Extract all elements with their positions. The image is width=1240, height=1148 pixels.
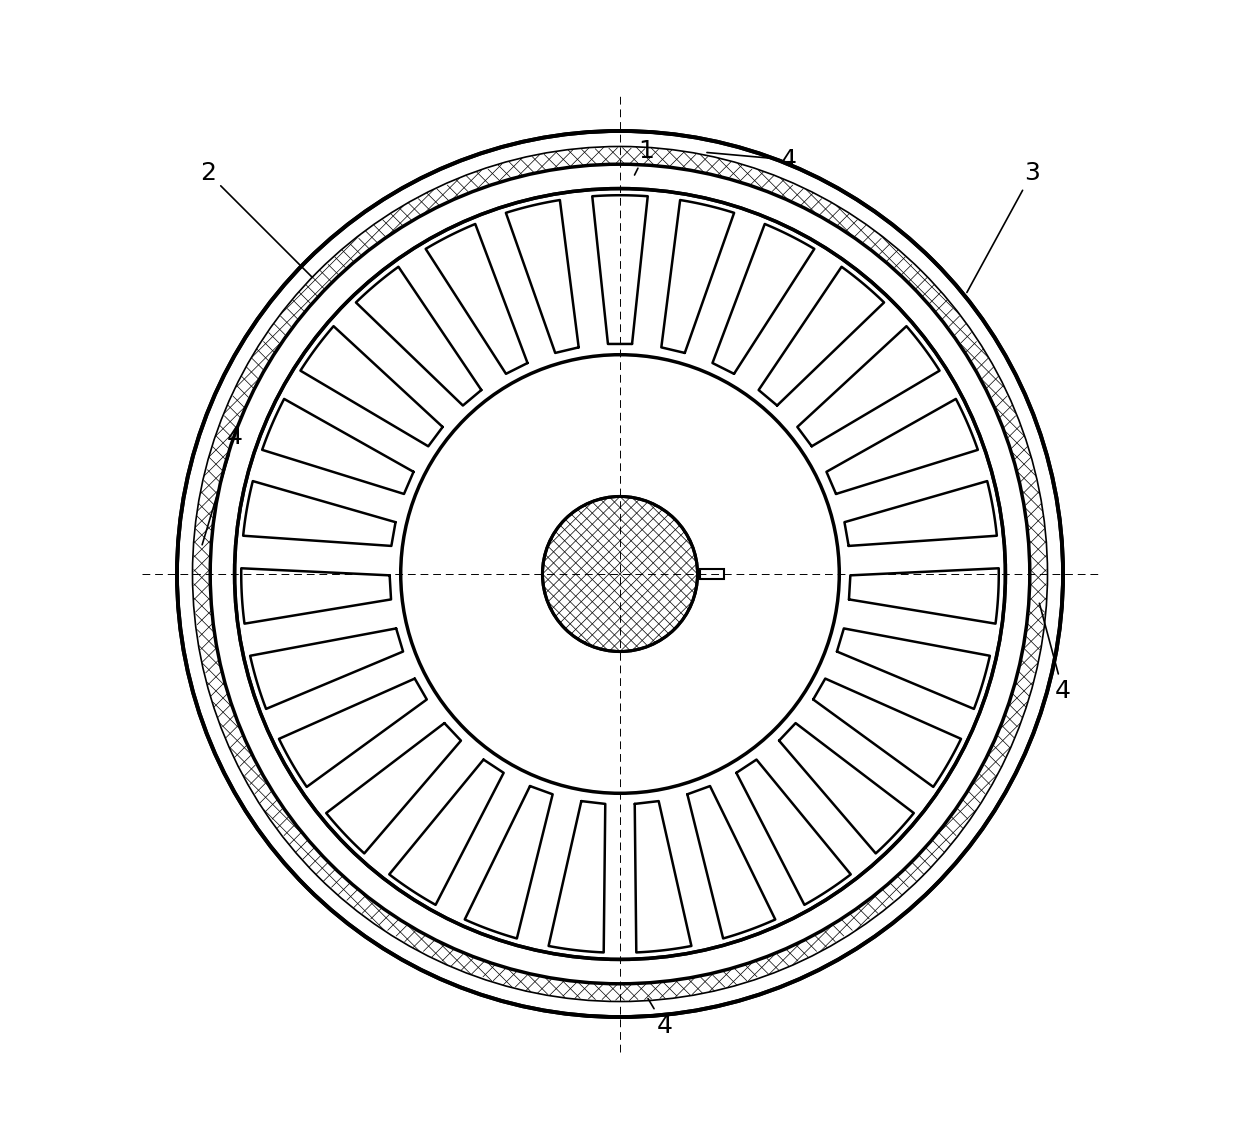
Polygon shape [635,801,692,953]
Polygon shape [465,786,553,938]
Polygon shape [687,786,775,938]
Polygon shape [243,481,396,546]
Polygon shape [713,224,815,374]
Bar [699,569,724,579]
Circle shape [234,188,1006,960]
Polygon shape [548,801,605,953]
Polygon shape [262,398,413,494]
Text: 4: 4 [202,425,243,545]
Circle shape [401,355,839,793]
Polygon shape [279,678,427,786]
Text: 4: 4 [707,148,796,172]
Polygon shape [661,200,734,352]
Text: 3: 3 [967,161,1040,293]
Polygon shape [844,481,997,546]
Polygon shape [759,266,884,405]
Polygon shape [593,195,647,344]
Polygon shape [250,628,403,709]
Text: 4: 4 [649,999,672,1038]
Polygon shape [300,326,443,447]
Polygon shape [389,760,503,905]
Text: 1: 1 [635,139,655,174]
Polygon shape [797,326,940,447]
Polygon shape [779,723,914,853]
Polygon shape [849,568,998,623]
Circle shape [542,496,698,652]
Polygon shape [813,678,961,786]
Polygon shape [827,398,978,494]
Polygon shape [737,760,851,905]
Text: 4: 4 [1039,603,1071,704]
Polygon shape [425,224,527,374]
Polygon shape [326,723,461,853]
Circle shape [192,147,1048,1001]
Polygon shape [837,628,990,709]
Text: 2: 2 [200,161,312,278]
Polygon shape [356,266,481,405]
Circle shape [177,131,1063,1017]
Polygon shape [242,568,391,623]
Polygon shape [506,200,579,352]
